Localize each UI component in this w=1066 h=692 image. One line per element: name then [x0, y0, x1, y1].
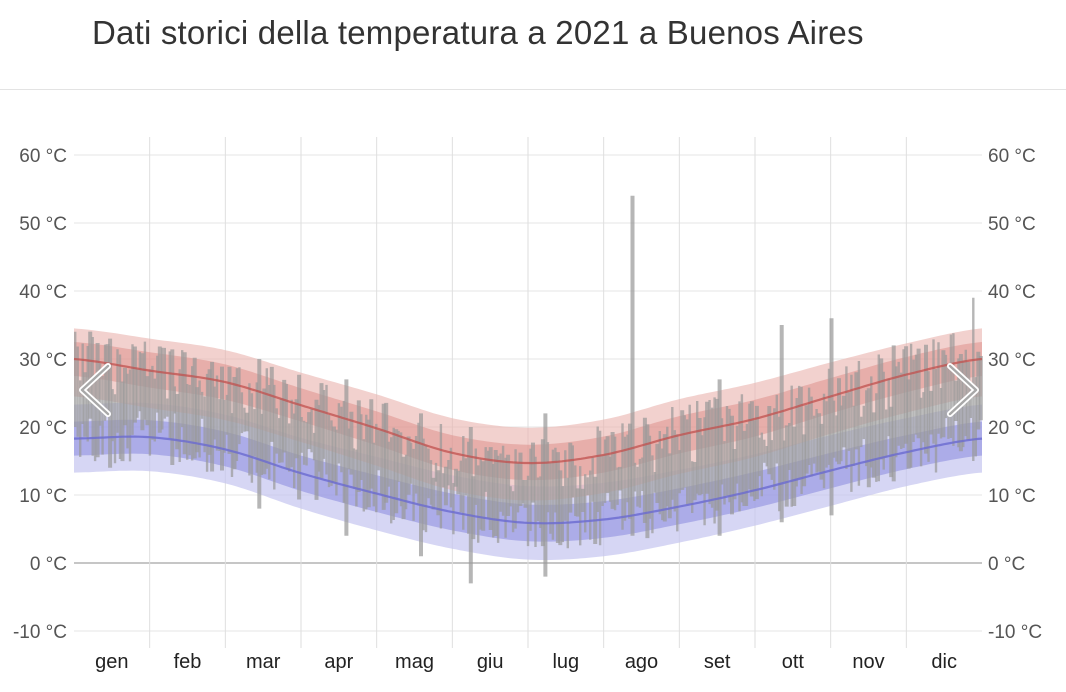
y-tick-label-left: 10 °C — [19, 486, 67, 507]
chart-title: Dati storici della temperatura a 2021 a … — [92, 14, 864, 51]
y-axis-right: -10 °C 0 °C 10 °C 20 °C 30 °C 40 °C 50 °C 60 °C — [988, 146, 1042, 643]
month-label: mag — [395, 651, 434, 673]
month-label: set — [704, 651, 731, 673]
avg-low-line — [73, 435, 983, 525]
y-tick-label-left: 0 °C — [30, 554, 67, 575]
y-tick-label-right: 50 °C — [988, 214, 1036, 235]
y-tick-label-right: 10 °C — [988, 486, 1036, 507]
month-label: ott — [782, 651, 805, 673]
month-label: feb — [174, 651, 202, 673]
month-label: lug — [552, 651, 579, 673]
y-tick-label-right: 30 °C — [988, 350, 1036, 371]
y-tick-label-left: 20 °C — [19, 418, 67, 439]
avg-high-line — [73, 357, 983, 465]
chevron-left-icon[interactable] — [74, 362, 114, 418]
chevron-right-icon[interactable] — [944, 362, 984, 418]
month-label: giu — [477, 651, 504, 673]
y-tick-label-right: 60 °C — [988, 146, 1036, 167]
y-tick-label-right: 0 °C — [988, 554, 1025, 575]
y-tick-label-left: 60 °C — [19, 146, 67, 167]
month-label: gen — [95, 651, 128, 673]
y-tick-label-left: 40 °C — [19, 282, 67, 303]
y-tick-label-left: -10 °C — [13, 622, 67, 643]
lines — [73, 357, 983, 525]
daily-bars — [73, 195, 983, 584]
month-label: dic — [931, 651, 957, 673]
month-label: apr — [324, 651, 353, 673]
chart-header: Dati storici della temperatura a 2021 a … — [0, 0, 1066, 90]
y-tick-label-left: 50 °C — [19, 214, 67, 235]
month-label: mar — [246, 651, 281, 673]
y-tick-label-right: -10 °C — [988, 622, 1042, 643]
y-tick-label-right: 20 °C — [988, 418, 1036, 439]
month-label: nov — [852, 651, 884, 673]
y-tick-label-left: 30 °C — [19, 350, 67, 371]
x-axis: gen feb mar apr mag giu lug ago set ott nov dic — [95, 651, 957, 673]
month-label: ago — [625, 651, 658, 673]
y-axis-left: -10 °C 0 °C 10 °C 20 °C 30 °C 40 °C 50 °C 60 °C — [13, 146, 67, 643]
y-tick-label-right: 40 °C — [988, 282, 1036, 303]
